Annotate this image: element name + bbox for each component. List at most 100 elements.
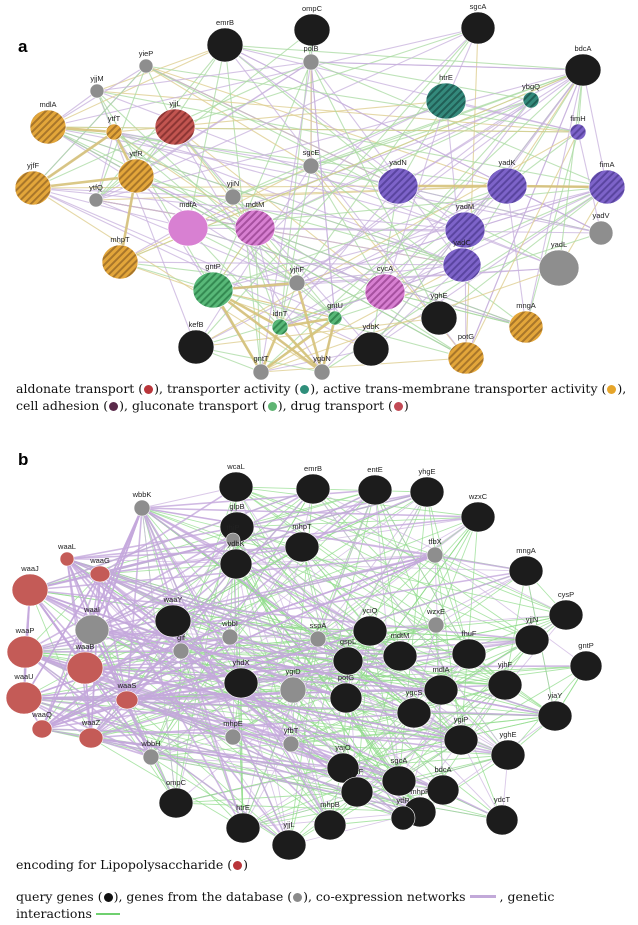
network-edge (32, 185, 399, 189)
gene-label: gspL (340, 637, 356, 646)
gene-label: ygbN (313, 354, 331, 363)
gene-label: fimA (600, 160, 615, 169)
panel-a-legend: aldonate transport (), transporter activ… (16, 380, 631, 414)
network-edge (232, 100, 447, 198)
network-edge (47, 126, 508, 187)
network-edge (232, 539, 358, 793)
network-edge (32, 187, 189, 229)
network-edge (90, 737, 344, 769)
panel-b-legend: query genes (), genes from the database … (16, 889, 555, 921)
gene-node-shape (569, 650, 603, 682)
gene-node-emrB: emrB (206, 18, 244, 63)
gene-label: yciQ (363, 606, 378, 615)
legend-cell-adhesion: cell adhesion (), (16, 398, 128, 413)
gene-label: ydbK (362, 322, 379, 331)
gene-label: waaB (75, 642, 95, 651)
network-edge (212, 61, 312, 291)
gene-node-cycA: cycA (364, 264, 406, 311)
network-edge (95, 199, 463, 266)
gene-label: yjfF (27, 161, 40, 170)
gene-node-mhpT: mhpT (284, 522, 320, 563)
network-edge (141, 507, 371, 632)
gene-label: waaG (89, 556, 110, 565)
gene-node-yiaY: yiaY (537, 691, 573, 732)
gene-label: yajO (335, 743, 351, 752)
network-edge (41, 728, 462, 741)
network-edge (113, 131, 463, 266)
gene-label: fhuF (461, 629, 476, 638)
network-edge (224, 44, 532, 101)
network-edge (558, 69, 584, 269)
gene-node-mhpT: mhpT (101, 235, 139, 280)
network-edge (235, 486, 437, 626)
gene-label: yadC (453, 238, 471, 247)
network-edge (99, 573, 244, 829)
network-edge (212, 289, 467, 359)
gene-node-ytfR: ytfR (117, 149, 155, 194)
legend-gluconate: gluconate transport (), (127, 398, 287, 413)
network-edge (135, 175, 467, 359)
gene-node-gif: gif (172, 633, 190, 660)
gene-label: potG (338, 673, 354, 682)
gene-label: wcaL (226, 462, 245, 471)
network-edge (195, 346, 323, 373)
network-edge (242, 754, 509, 829)
gene-node-shape (282, 735, 300, 753)
network-edge (119, 165, 312, 263)
gene-node-shape (11, 573, 49, 607)
gene-node-wbbH: wbbH (140, 739, 161, 766)
gene-label: cysP (558, 590, 574, 599)
network-edge (66, 558, 331, 826)
gene-node-shape (295, 473, 331, 505)
gene-node-shape (313, 363, 331, 381)
gene-node-shape (588, 220, 614, 246)
gene-node-shape (89, 565, 111, 583)
network-edge (236, 516, 479, 528)
gene-node-shape (548, 599, 584, 631)
gene-label: mngA (516, 301, 536, 310)
gene-node-shape (508, 310, 544, 344)
gene-node-shape (486, 167, 528, 205)
gene-node-wzxC: wzxC (460, 492, 496, 533)
gene-node-shape (487, 669, 523, 701)
panel-a-label: a (18, 37, 28, 56)
gene-label: wbbK (132, 490, 152, 499)
network-edge (232, 563, 237, 738)
gene-node-mhpE: mhpE (223, 719, 243, 746)
network-edge (119, 261, 372, 350)
network-edge (460, 516, 479, 741)
network-edge (260, 267, 560, 373)
network-edge (90, 660, 349, 739)
network-edge (369, 630, 533, 641)
gene-node-yadK: yadK (486, 158, 528, 205)
gene-node-yjiN: yjiN (224, 179, 242, 206)
network-edge (384, 291, 527, 328)
legend-transporter: transporter activity (), (163, 381, 320, 396)
gene-node-shape (138, 58, 154, 74)
gene-node-ytfQ: ytfQ (88, 183, 104, 208)
gene-node-yjjN: yjjN (514, 615, 550, 656)
gene-label: htrE (236, 803, 250, 812)
gene-node-waaL: waaL (57, 542, 76, 567)
network-edge (310, 61, 608, 188)
gene-node-kefB: kefB (177, 320, 215, 365)
network-edge (90, 620, 174, 739)
gene-node-shape (522, 91, 540, 109)
network-edge (254, 227, 466, 231)
network-edge (397, 69, 584, 187)
gene-node-shape (224, 188, 242, 206)
gene-node-wbbK: wbbK (132, 490, 152, 517)
network-edge (212, 27, 479, 291)
network-edge (279, 165, 312, 328)
network-edge (212, 288, 323, 374)
network-edge (141, 507, 177, 804)
gene-label: yadN (389, 158, 407, 167)
gene-node-shape (167, 209, 209, 247)
gene-node-shape (340, 776, 374, 808)
network-edge (187, 227, 298, 284)
network-edge (347, 660, 444, 791)
gene-label: mhpT (292, 522, 312, 531)
gene-label: mhpF (410, 787, 430, 796)
gene-node-shape (224, 728, 242, 746)
gene-label: yadL (551, 240, 567, 249)
